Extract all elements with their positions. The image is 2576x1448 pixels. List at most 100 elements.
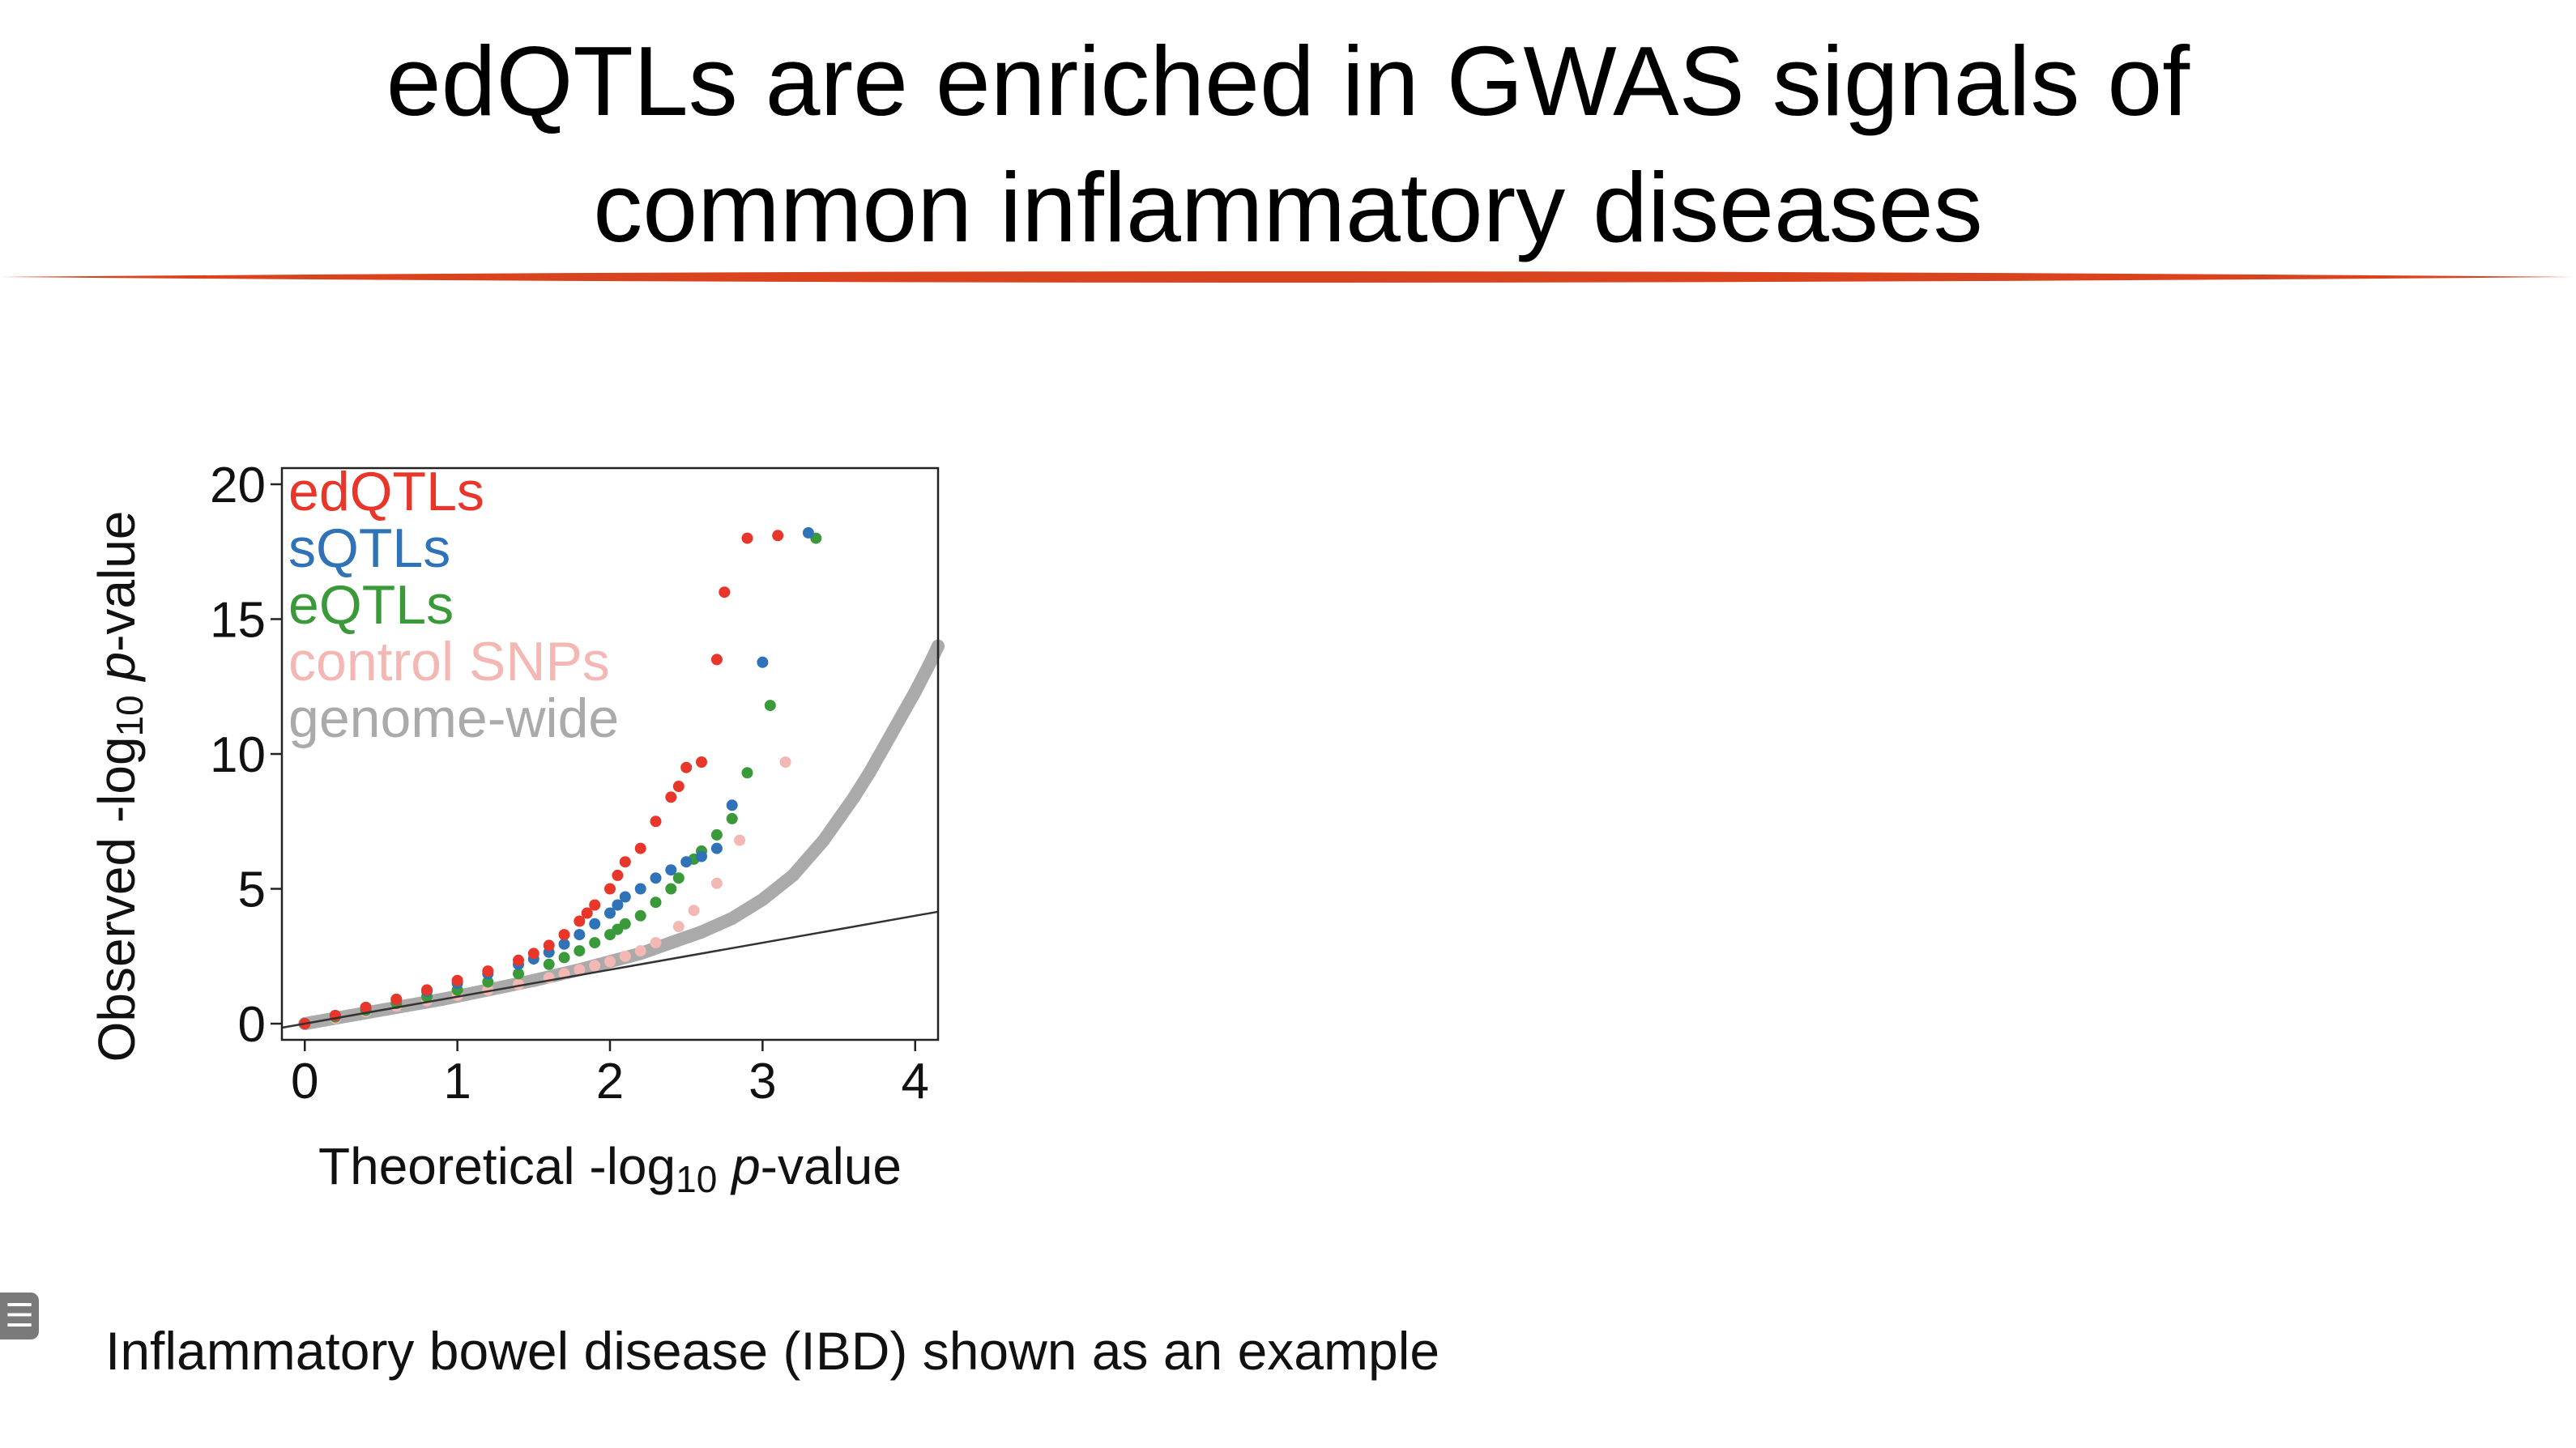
data-point [726,799,738,811]
data-point [787,868,800,882]
data-point [710,828,723,841]
y-axis: 0 5 10 15 20 [210,458,282,1053]
data-point [650,896,662,909]
series-edqtls [299,530,784,1029]
data-point [650,872,662,884]
data-point [513,968,524,980]
data-point [878,739,892,752]
data-point [574,945,586,957]
data-point [619,918,631,930]
data-point [612,869,624,881]
data-point [688,905,700,917]
legend-sqtls: sQTLs [288,517,450,579]
data-point [482,976,494,988]
data-point [581,907,593,919]
data-point [619,950,631,962]
data-point [665,883,677,895]
data-point [482,965,494,977]
reference-line [281,910,939,1029]
data-point [908,685,922,699]
data-point [672,872,685,884]
x-tick-label: 3 [748,1054,776,1109]
data-point [558,952,570,964]
data-point [589,918,601,930]
data-point [779,756,791,768]
list-icon: ☰ [5,1297,34,1335]
data-point [451,974,463,986]
slide-menu-toggle[interactable]: ☰ [0,1293,39,1339]
data-point [634,842,646,854]
data-point [634,945,646,957]
data-point [665,864,677,876]
data-point [650,937,662,949]
data-point [619,856,631,868]
data-point [802,526,814,539]
legend-control-snps: control SNPs [288,631,610,692]
data-point [665,791,677,803]
y-tick-label: 10 [210,727,266,783]
data-point [757,656,769,668]
data-point [725,912,739,926]
data-point [817,833,830,847]
data-point [650,816,662,828]
data-point [726,812,738,824]
data-point [360,1002,372,1013]
data-point [390,994,403,1005]
y-axis-label: Observed -log10 p-value [87,511,151,1063]
data-points [298,526,945,1030]
data-point [574,915,586,927]
data-point [604,883,616,895]
data-point [756,892,770,906]
data-point [764,700,776,712]
data-point [421,984,433,996]
data-point [710,842,723,854]
data-point [680,761,693,773]
data-point [923,655,937,669]
data-point [863,766,876,780]
x-tick-label: 1 [443,1054,471,1109]
data-point [664,936,678,950]
x-tick-label: 0 [291,1054,318,1109]
data-point [619,891,631,903]
data-point [832,811,846,825]
slide-title: edQTLs are enriched in GWAS signals of c… [0,18,2576,270]
data-point [574,929,586,941]
data-point [589,899,601,911]
data-point [634,909,646,922]
data-point [634,883,646,895]
y-tick-label: 5 [238,862,266,918]
data-point [710,877,723,889]
data-point [574,964,586,976]
legend-eqtls: eQTLs [288,574,454,636]
data-point [741,532,753,544]
title-rule [0,271,2576,283]
data-point [741,767,753,779]
slide-caption: Inflammatory bowel disease (IBD) shown a… [105,1321,1440,1381]
y-tick-label: 0 [238,997,266,1053]
data-point [710,654,723,666]
data-point [672,781,685,792]
data-point [558,938,570,950]
data-point [543,958,555,970]
x-axis: 0 1 2 3 4 [291,1040,929,1109]
data-point [589,960,601,972]
data-point [772,530,784,542]
data-point [604,907,616,919]
data-point [558,929,570,941]
data-point [604,956,616,968]
data-point [696,756,707,768]
slide-title-line-1: edQTLs are enriched in GWAS signals of [386,26,2190,136]
data-point [527,948,540,960]
series-control-snps [299,756,791,1029]
data-point [893,712,906,726]
data-point [695,925,708,939]
x-axis-label: Theoretical -log10 p-value [318,1137,902,1200]
legend-edqtls: edQTLs [288,461,484,522]
data-point [680,856,693,868]
data-point [847,790,861,804]
y-tick-label: 15 [210,592,266,648]
data-point [513,954,524,966]
legend-genome-wide: genome-wide [288,688,619,749]
